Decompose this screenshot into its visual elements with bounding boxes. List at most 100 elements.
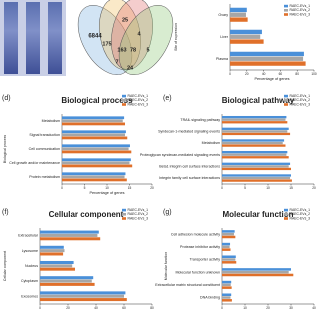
chart-title: Molecular function [222,210,293,219]
legend-swatch [284,213,288,216]
bar [62,122,125,126]
y-tick-label: Signal transduction [29,133,60,137]
y-tick-label: Molecular function unknown [175,270,220,274]
x-tick-label: 5 [84,186,86,190]
y-tick-label: Plasma [216,57,228,61]
bar [230,61,306,66]
bar [222,280,232,284]
bar [222,167,291,171]
x-tick-label: 40 [312,306,316,310]
venn-count: 25 [122,17,128,23]
bar [40,282,95,286]
y-axis-label: Molecular function [164,252,168,280]
x-tick-label: 100 [311,72,317,76]
bar [62,144,130,148]
legend-swatch [122,217,126,220]
bar [222,248,231,251]
x-axis-label: Percentage of genes [254,77,289,81]
bar [40,291,126,295]
x-tick-label: 80 [150,306,154,310]
bar [222,296,231,299]
bar [222,174,291,177]
bar [222,299,232,302]
y-tick-label: Proteoglycan syndecan-mediated signaling… [140,153,220,157]
bar [62,175,125,179]
venn-count: 6844 [88,34,102,40]
legend-label: RAEC-EVs_2 [290,8,311,12]
bar [62,178,127,182]
bar [222,242,231,246]
bar [40,267,75,271]
bar [222,245,230,249]
y-tick-label: Cytoplasm [21,279,38,283]
bar [222,130,288,133]
bar [62,119,123,123]
bar [222,153,287,156]
bar [222,258,236,261]
y-tick-label: Protein metabolism [29,175,60,179]
legend-label: RAEC-EVs_1 [290,4,311,8]
bar [40,252,64,256]
bar [230,29,262,35]
y-tick-label: Transporter activity [190,258,221,262]
y-tick-label: Cell growth and/or maintenance [9,161,60,165]
bar [222,156,289,159]
legend-swatch [122,99,126,102]
bar [222,165,289,168]
bar [62,150,132,154]
venn-count: 163 [117,47,126,53]
y-tick-label: Metabolism [42,119,60,123]
bar [40,276,94,280]
bar [40,260,74,264]
bar [222,115,287,119]
bar [40,230,99,234]
panel-label: (f) [2,209,9,216]
bar [222,121,288,124]
bar [222,179,292,182]
bar [222,273,294,277]
legend-swatch [284,94,288,98]
legend-label: RAEC-EVs_1 [128,208,149,212]
bar [62,161,130,165]
legend-swatch [284,4,288,8]
chart-title: Biological pathway [222,96,295,105]
panel-label: (g) [163,209,172,216]
x-tick-label: 20 [66,306,70,310]
legend-swatch [284,13,288,16]
y-tick-label: Liver [220,35,229,39]
legend-swatch [284,208,288,212]
bar [230,56,304,61]
bar [230,17,248,22]
x-tick-label: 20 [245,72,249,76]
x-tick-label: 15 [128,186,132,190]
bar [62,147,129,151]
x-tick-label: 20 [266,306,270,310]
bar [222,270,289,274]
x-tick-label: 60 [279,72,283,76]
legend-label: RAEC-EVs_1 [128,94,149,98]
x-tick-label: 30 [289,306,293,310]
bar [62,116,125,120]
bar [222,127,289,130]
bar [222,261,237,264]
legend-label: RAEC-EVs_2 [128,212,149,216]
bar [40,245,64,249]
y-tick-label: TRAIL signaling pathway [180,118,220,122]
y-axis-label: Site of expression [174,23,178,51]
y-tick-label: Beta1 integrin cell surface interactions [159,164,220,168]
x-tick-label: 20 [312,186,316,190]
x-tick-label: 40 [94,306,98,310]
legend-swatch [122,103,126,106]
bar [40,237,101,241]
legend-label: RAEC-EVs_3 [128,216,149,220]
x-tick-label: 5 [244,186,246,190]
bar [222,283,231,287]
x-tick-label: 60 [122,306,126,310]
bar [222,144,286,147]
bar [40,298,127,302]
legend-swatch [284,103,288,106]
y-tick-label: Nucleus [25,264,38,268]
x-tick-label: 0 [61,186,63,190]
y-tick-label: Exosomes [21,294,38,298]
x-tick-label: 15 [289,186,293,190]
